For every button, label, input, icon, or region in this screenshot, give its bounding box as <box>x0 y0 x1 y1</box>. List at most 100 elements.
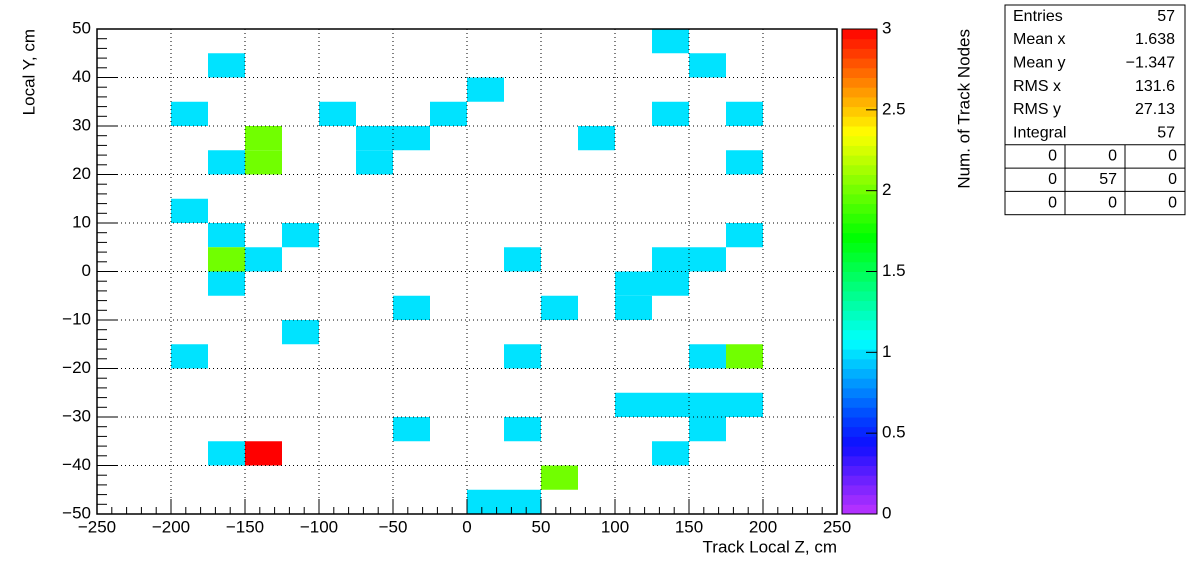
colorbar-label: Num. of Track Nodes <box>954 29 973 189</box>
y-tick-label: −50 <box>62 503 91 522</box>
colorbar-band <box>842 58 877 69</box>
colorbar-band <box>842 475 877 486</box>
colorbar-band <box>842 320 877 331</box>
overflow-count: 0 <box>1168 194 1177 211</box>
colorbar-band <box>842 252 877 263</box>
stats-value: −1.347 <box>1126 54 1175 71</box>
heatmap-cell <box>282 223 319 248</box>
stats-label: Mean y <box>1013 54 1065 71</box>
x-tick-label: −50 <box>379 517 408 536</box>
heatmap-cell <box>652 29 689 54</box>
colorbar-band <box>842 174 877 185</box>
colorbar-band <box>842 193 877 205</box>
stats-box <box>1004 4 1186 216</box>
colorbar-band <box>842 135 877 146</box>
y-tick-label: 30 <box>72 115 91 134</box>
colorbar-band <box>842 38 877 49</box>
heatmap-cell <box>319 101 356 126</box>
colorbar-band <box>842 349 877 360</box>
colorbar-band <box>842 271 877 282</box>
heatmap-cell <box>652 441 689 466</box>
stats-value: 57 <box>1157 124 1175 141</box>
overflow-count: 57 <box>1099 171 1117 188</box>
colorbar-tick-label: 2.5 <box>882 99 906 118</box>
heatmap-cell <box>504 489 541 514</box>
overflow-count: 0 <box>1048 194 1057 211</box>
colorbar-band <box>842 300 877 311</box>
heatmap-cell <box>467 489 504 514</box>
y-tick-label: −30 <box>62 406 91 425</box>
heatmap-cell <box>504 247 541 272</box>
colorbar-band <box>842 116 877 127</box>
colorbar-band <box>842 387 877 399</box>
stats-label: Integral <box>1013 124 1066 141</box>
colorbar-band <box>842 281 877 292</box>
y-axis-label: Local Y, cm <box>19 29 38 115</box>
x-tick-label: −200 <box>152 517 190 536</box>
colorbar-band <box>842 164 877 175</box>
colorbar-band <box>842 29 877 40</box>
colorbar-band <box>842 426 877 437</box>
heatmap-cell <box>615 295 652 320</box>
colorbar-band <box>842 184 877 195</box>
heatmap-cell <box>208 271 245 296</box>
colorbar-band <box>842 358 877 369</box>
colorbar-band <box>842 106 877 117</box>
heatmap-cell <box>393 126 430 151</box>
x-tick-label: 0 <box>462 517 471 536</box>
y-tick-label: 0 <box>82 261 91 280</box>
heatmap-cell <box>245 150 282 175</box>
colorbar-band <box>842 465 877 476</box>
heatmap-cell <box>208 150 245 175</box>
heatmap-cell <box>171 101 208 126</box>
colorbar-band <box>842 455 877 466</box>
heatmap-cell <box>689 417 726 442</box>
overflow-count: 0 <box>1048 148 1057 165</box>
heatmap-cell <box>208 441 245 466</box>
stats-label: RMS x <box>1013 78 1061 95</box>
x-tick-label: 150 <box>675 517 703 536</box>
overflow-count: 0 <box>1168 171 1177 188</box>
heatmap-cell <box>652 271 689 296</box>
colorbar-band <box>842 213 877 224</box>
colorbar-band <box>842 368 877 379</box>
colorbar-band <box>842 407 877 418</box>
x-tick-label: 50 <box>532 517 551 536</box>
colorbar-band <box>842 339 877 350</box>
heatmap-cell <box>504 417 541 442</box>
y-tick-label: 10 <box>72 212 91 231</box>
overflow-count: 0 <box>1048 171 1057 188</box>
heatmap-cell <box>726 344 763 369</box>
heatmap-cell <box>467 77 504 102</box>
colorbar-tick-label: 2 <box>882 180 891 199</box>
heatmap-cell <box>652 247 689 272</box>
heatmap-cell <box>245 441 282 466</box>
colorbar-band <box>842 223 877 234</box>
colorbar-tick-label: 1.5 <box>882 261 906 280</box>
overflow-count: 0 <box>1108 194 1117 211</box>
x-tick-label: 250 <box>823 517 851 536</box>
heatmap-cell <box>171 344 208 369</box>
overflow-count: 0 <box>1108 148 1117 165</box>
colorbar-band <box>842 261 877 272</box>
heatmap-cell <box>245 126 282 151</box>
colorbar-band <box>842 126 877 137</box>
heatmap-cell <box>282 320 319 345</box>
colorbar-tick-label: 1 <box>882 342 891 361</box>
overflow-count: 0 <box>1168 148 1177 165</box>
colorbar-band <box>842 397 877 408</box>
heatmap-cell <box>615 271 652 296</box>
heatmap-cell <box>689 53 726 78</box>
colorbar-band <box>842 77 877 88</box>
colorbar-band <box>842 378 877 389</box>
heatmap-cell <box>430 101 467 126</box>
colorbar-tick-label: 0.5 <box>882 423 906 442</box>
colorbar-band <box>842 48 877 59</box>
colorbar-band <box>842 417 877 428</box>
colorbar-band <box>842 290 877 302</box>
colorbar-tick-label: 3 <box>882 18 891 37</box>
heatmap-cell <box>615 392 652 417</box>
heatmap-cell <box>356 126 393 151</box>
